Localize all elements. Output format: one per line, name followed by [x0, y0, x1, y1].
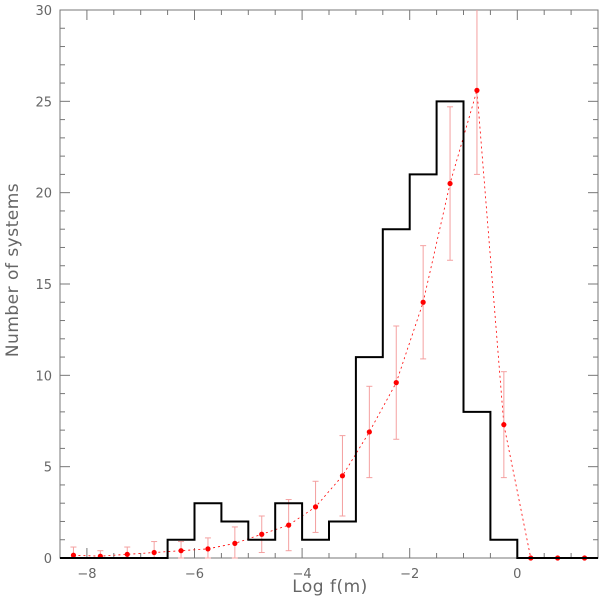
y-tick-label: 20	[35, 187, 52, 202]
model-point	[447, 180, 453, 187]
model-point	[151, 549, 157, 556]
histogram-bin	[490, 540, 517, 558]
y-tick-label: 15	[35, 278, 52, 293]
model-points	[70, 87, 588, 561]
x-tick-label: −4	[293, 567, 312, 582]
model-curve	[73, 90, 585, 559]
model-point	[420, 299, 426, 305]
histogram-step-line	[60, 100, 598, 559]
histogram-bin	[464, 412, 491, 558]
y-tick-label: 30	[35, 4, 52, 19]
model-point	[501, 422, 507, 428]
model-dotted-line	[73, 90, 585, 559]
y-tick-label: 5	[44, 461, 52, 476]
axis-ticks	[60, 9, 598, 559]
histogram-bin	[302, 540, 329, 558]
model-point	[312, 504, 319, 510]
y-tick-label: 10	[35, 369, 52, 384]
histogram-bin	[437, 101, 464, 558]
plot-border	[59, 9, 599, 559]
plot-frame	[59, 9, 599, 559]
histogram-bin	[168, 540, 195, 558]
model-point	[286, 522, 292, 528]
x-axis-label: Log f(m)	[292, 577, 368, 597]
model-point	[70, 552, 77, 558]
histogram-bin	[221, 521, 248, 558]
histogram-outline	[60, 100, 598, 559]
y-axis-label: Number of systems	[3, 183, 23, 357]
histogram-bin	[195, 503, 222, 558]
model-point	[259, 531, 265, 537]
histogram-bin	[410, 174, 437, 558]
y-tick-label: 25	[35, 95, 52, 110]
model-point	[178, 548, 184, 554]
histogram-bin	[248, 540, 275, 558]
histogram-bin	[275, 503, 302, 558]
model-point	[205, 546, 211, 552]
model-point	[393, 380, 399, 386]
tick-labels: −8 −6 −4 −2 0 0 5 10 15 20 25 30	[35, 4, 521, 582]
model-point	[339, 473, 346, 479]
model-point	[474, 87, 480, 93]
y-tick-label: 0	[44, 552, 52, 567]
x-tick-label: −6	[185, 567, 204, 582]
x-tick-label: 0	[513, 567, 521, 582]
histogram-bin	[383, 229, 410, 558]
model-point	[124, 551, 130, 557]
model-point	[366, 429, 372, 435]
x-tick-label: −8	[77, 567, 96, 582]
histogram-bin	[356, 357, 383, 558]
model-point	[232, 540, 238, 546]
histogram-bin	[329, 521, 356, 558]
x-tick-label: −2	[400, 567, 419, 582]
